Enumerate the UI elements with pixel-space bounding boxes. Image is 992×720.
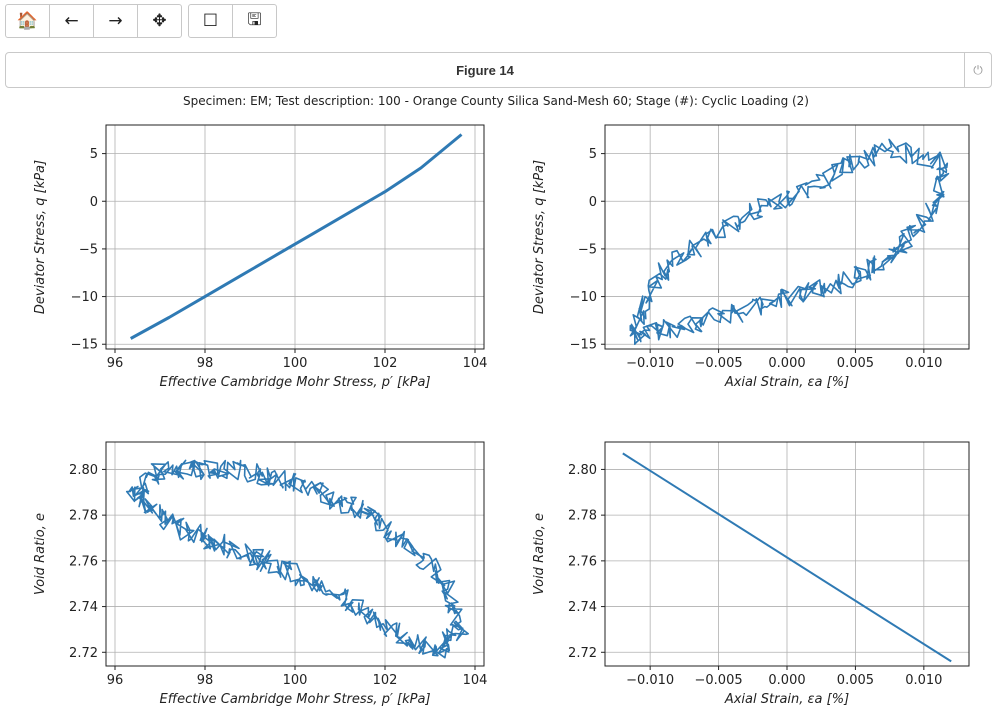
plot3-data-line: [125, 459, 470, 659]
save-button[interactable]: 🖫: [232, 4, 277, 38]
plot2-x-tick-label: 0.005: [837, 356, 874, 371]
plot1-y-tick-label: 0: [90, 195, 98, 210]
home-icon: 🏠: [16, 11, 39, 31]
plot3-y-tick-label: 2.80: [69, 463, 98, 478]
plot1-x-tick-label: 102: [373, 356, 398, 371]
plot4-x-axis-label: Axial Strain, εa [%]: [724, 692, 849, 707]
plot4-x-tick-label: −0.010: [626, 673, 674, 688]
plot2-y-tick-label: −15: [570, 338, 597, 353]
figure-title: Figure 14: [456, 62, 514, 78]
figure-suptitle: Specimen: EM; Test description: 100 - Or…: [183, 94, 809, 108]
plot3-x-tick-label: 104: [463, 673, 488, 688]
plot1-data-line: [129, 133, 463, 340]
plot3-x-axis-label: Effective Cambridge Mohr Stress, p′ [kPa…: [159, 692, 430, 707]
plot3-x-tick-label: 98: [197, 673, 214, 688]
close-figure-button[interactable]: ⏻: [964, 52, 992, 88]
plot3-y-axis-label: Void Ratio, e: [33, 513, 48, 595]
plot2-data-line: [629, 138, 950, 346]
plot1-y-tick-label: −10: [71, 290, 98, 305]
plot3-y-tick-label: 2.76: [69, 554, 98, 569]
plot2-x-tick-label: 0.000: [768, 356, 805, 371]
plot3-y-tick-label: 2.74: [69, 600, 98, 615]
arrow-left-icon: ←: [64, 11, 79, 31]
plot2-x-tick-label: −0.010: [626, 356, 674, 371]
plot1-y-tick-label: −15: [71, 338, 98, 353]
floppy-disk-icon: 🖫: [247, 9, 262, 30]
plot4-x-tick-label: 0.005: [837, 673, 874, 688]
plot1-x-tick-label: 100: [283, 356, 308, 371]
plot3-x-tick-label: 102: [373, 673, 398, 688]
plot4-y-tick-label: 2.74: [568, 600, 597, 615]
back-button[interactable]: ←: [49, 4, 94, 38]
plot4-y-axis-label: Void Ratio, e: [532, 513, 547, 595]
plot3-y-tick-label: 2.72: [69, 646, 98, 661]
plot2-y-tick-label: 0: [589, 195, 597, 210]
plot4-x-tick-label: −0.005: [695, 673, 743, 688]
plot1-x-tick-label: 104: [463, 356, 488, 371]
plot2-y-tick-label: −10: [570, 290, 597, 305]
plot3-x-tick-label: 100: [283, 673, 308, 688]
rectangle-icon: ☐: [202, 11, 219, 31]
forward-button[interactable]: →: [93, 4, 138, 38]
plot1-x-tick-label: 96: [107, 356, 124, 371]
home-button[interactable]: 🏠: [5, 4, 50, 38]
plot1-y-tick-label: 5: [90, 147, 98, 162]
plot1-x-axis-label: Effective Cambridge Mohr Stress, p′ [kPa…: [159, 375, 430, 390]
plot2-y-tick-label: −5: [578, 242, 597, 257]
zoom-button[interactable]: ☐: [188, 4, 233, 38]
figure-canvas: Specimen: EM; Test description: 100 - Or…: [33, 94, 970, 707]
plot2-x-axis-label: Axial Strain, εa [%]: [724, 375, 849, 390]
power-icon: ⏻: [973, 62, 983, 77]
plot1-y-axis-label: Deviator Stress, q [kPa]: [33, 160, 48, 314]
plot4-x-tick-label: 0.000: [768, 673, 805, 688]
plot2-x-tick-label: −0.005: [695, 356, 743, 371]
move-icon: ✥: [152, 11, 167, 31]
plot4-x-tick-label: 0.010: [905, 673, 942, 688]
plot3-x-tick-label: 96: [107, 673, 124, 688]
plot4-data-line: [622, 452, 952, 663]
figure-title-bar: Figure 14: [5, 52, 965, 88]
plot2-y-tick-label: 5: [589, 147, 597, 162]
pan-button[interactable]: ✥: [137, 4, 182, 38]
plot3-y-tick-label: 2.78: [69, 509, 98, 524]
plot2-y-axis-label: Deviator Stress, q [kPa]: [532, 160, 547, 314]
plot4-y-tick-label: 2.72: [568, 646, 597, 661]
plot1-y-tick-label: −5: [79, 242, 98, 257]
plot1-x-tick-label: 98: [197, 356, 214, 371]
plot2-x-tick-label: 0.010: [905, 356, 942, 371]
figure-toolbar: 🏠 ← → ✥ ☐ 🖫: [5, 4, 277, 38]
plot4-y-tick-label: 2.80: [568, 463, 597, 478]
arrow-right-icon: →: [108, 11, 123, 31]
plot4-y-tick-label: 2.78: [568, 509, 597, 524]
plot4-y-tick-label: 2.76: [568, 554, 597, 569]
